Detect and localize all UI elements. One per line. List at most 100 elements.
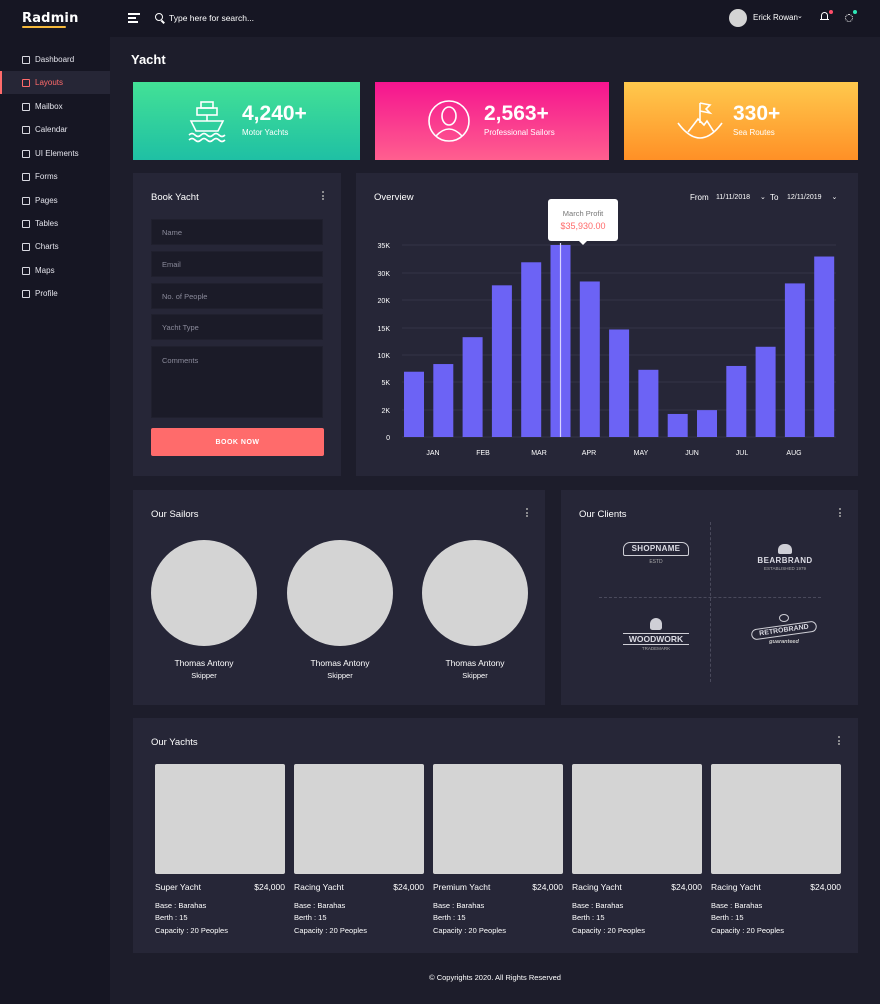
to-date-select[interactable]: 12/11/2019 ⌄ xyxy=(787,193,837,201)
x-tick-label: JAN xyxy=(426,450,439,457)
chart-bar[interactable] xyxy=(433,364,454,437)
sidebar-item-label: Dashboard xyxy=(35,55,75,64)
top-bar: Radmin Erick Rowan ⌄ xyxy=(0,0,880,37)
comments-field[interactable] xyxy=(151,346,323,418)
yacht-type-field[interactable] xyxy=(151,314,323,340)
email-field[interactable] xyxy=(151,251,323,277)
sidebar-item-layouts[interactable]: Layouts xyxy=(0,71,110,94)
clients-card: Our Clients SHOPNAME ESTD BEARBRAND ESTA… xyxy=(561,490,858,705)
logo-subtext: TRADEMARK xyxy=(641,646,671,651)
sailor-icon xyxy=(428,100,470,142)
stat-card-sea-routes: 330+ Sea Routes xyxy=(624,82,858,160)
chart-bar[interactable] xyxy=(404,371,424,437)
overview-card: Overview From 11/11/2018 ⌄ To 12/11/2019… xyxy=(356,173,858,476)
yacht-name[interactable]: Premium Yacht xyxy=(433,882,491,892)
name-field[interactable] xyxy=(151,219,323,245)
user-avatar[interactable] xyxy=(729,9,747,27)
client-logo-retrobrand[interactable]: RETROBRAND guaranteed xyxy=(750,614,818,654)
sailor-photo[interactable] xyxy=(151,540,257,646)
search-icon[interactable] xyxy=(155,13,163,21)
yacht-photo[interactable] xyxy=(294,764,424,874)
yacht-price: $24,000 xyxy=(254,882,285,892)
search-input[interactable] xyxy=(169,10,389,26)
logo-subtext: guaranteed xyxy=(769,639,799,645)
chart-bar[interactable] xyxy=(521,262,542,437)
yacht-capacity: Capacity : 20 Peoples xyxy=(572,926,645,935)
yacht-base: Base : Barahas xyxy=(155,901,207,910)
bell-icon[interactable] xyxy=(820,12,829,22)
gear-icon[interactable] xyxy=(845,14,853,22)
sailor-name[interactable]: Thomas Antony xyxy=(174,658,234,668)
chart-bar[interactable] xyxy=(697,410,717,437)
sidebar-item-maps[interactable]: Maps xyxy=(0,259,110,282)
yacht-name[interactable]: Racing Yacht xyxy=(294,882,344,892)
x-tick-label: FEB xyxy=(476,450,490,457)
brand-logo[interactable]: Radmin xyxy=(22,11,79,26)
people-field[interactable] xyxy=(151,283,323,309)
chevron-down-icon[interactable]: ⌄ xyxy=(797,13,803,20)
chart-bar[interactable] xyxy=(667,413,688,437)
chart-bar[interactable] xyxy=(638,369,659,437)
stat-value: 330+ xyxy=(733,102,781,125)
from-date-select[interactable]: 11/11/2018 ⌄ xyxy=(716,193,766,201)
logo-text: RETROBRAND xyxy=(750,620,818,641)
more-icon[interactable] xyxy=(318,191,328,202)
sidebar-item-mailbox[interactable]: Mailbox xyxy=(0,95,110,118)
client-logo-bearbrand[interactable]: BEARBRAND ESTABLISHED 1979 xyxy=(749,544,821,576)
chart-bar[interactable] xyxy=(726,365,747,437)
sidebar-item-pages[interactable]: Pages xyxy=(0,189,110,212)
sidebar-item-calendar[interactable]: Calendar xyxy=(0,118,110,141)
client-logo-shopname[interactable]: SHOPNAME ESTD xyxy=(623,542,689,576)
chart-bar[interactable] xyxy=(462,337,483,437)
sidebar-item-tables[interactable]: Tables xyxy=(0,212,110,235)
client-logo-woodwork[interactable]: WOODWORK TRADEMARK xyxy=(623,618,689,652)
chart-bar[interactable] xyxy=(609,329,630,437)
chevron-down-icon: ⌄ xyxy=(759,194,766,201)
book-now-button[interactable]: BOOK NOW xyxy=(151,428,324,456)
more-icon[interactable] xyxy=(835,508,845,519)
y-tick-label: 30K xyxy=(378,271,391,278)
chart-bar[interactable] xyxy=(755,346,776,437)
stat-label: Professional Sailors xyxy=(484,128,555,137)
yacht-capacity: Capacity : 20 Peoples xyxy=(433,926,506,935)
sailor-role: Skipper xyxy=(327,671,353,680)
more-icon[interactable] xyxy=(834,736,844,747)
sidebar-item-dashboard[interactable]: Dashboard xyxy=(0,48,110,71)
yacht-berth: Berth : 15 xyxy=(711,913,744,922)
yacht-photo[interactable] xyxy=(433,764,563,874)
chart-bar[interactable] xyxy=(814,256,835,437)
yacht-base: Base : Barahas xyxy=(294,901,346,910)
menu-toggle-icon[interactable] xyxy=(128,13,140,23)
yacht-name[interactable]: Racing Yacht xyxy=(572,882,622,892)
y-tick-label: 35K xyxy=(378,243,391,250)
yacht-photo[interactable] xyxy=(155,764,285,874)
more-icon[interactable] xyxy=(522,508,532,519)
yacht-photo[interactable] xyxy=(572,764,702,874)
stat-card-sailors: 2,563+ Professional Sailors xyxy=(375,82,609,160)
y-tick-label: 2K xyxy=(381,408,390,415)
sailor-photo[interactable] xyxy=(422,540,528,646)
logo-text: BEARBRAND xyxy=(757,556,813,565)
sailor-name[interactable]: Thomas Antony xyxy=(445,658,505,668)
yacht-berth: Berth : 15 xyxy=(155,913,188,922)
user-name[interactable]: Erick Rowan xyxy=(753,13,798,22)
sidebar-item-ui-elements[interactable]: UI Elements xyxy=(0,142,110,165)
chart-bar[interactable] xyxy=(579,281,600,437)
file-icon xyxy=(22,173,30,181)
flag-mountain-icon xyxy=(677,102,723,139)
sidebar-item-profile[interactable]: Profile xyxy=(0,282,110,305)
sidebar-item-label: Calendar xyxy=(35,125,68,134)
yacht-name[interactable]: Super Yacht xyxy=(155,882,201,892)
sailor-name[interactable]: Thomas Antony xyxy=(310,658,370,668)
yacht-photo[interactable] xyxy=(711,764,841,874)
yacht-name[interactable]: Racing Yacht xyxy=(711,882,761,892)
ship-icon xyxy=(188,101,226,143)
chart-bar[interactable] xyxy=(491,285,512,437)
sidebar-item-charts[interactable]: Charts xyxy=(0,235,110,258)
clients-divider-v xyxy=(710,522,711,682)
y-tick-label: 20K xyxy=(378,298,391,305)
chevron-down-icon: ⌄ xyxy=(831,194,838,201)
chart-bar[interactable] xyxy=(784,283,805,437)
sidebar-item-forms[interactable]: Forms xyxy=(0,165,110,188)
sailor-photo[interactable] xyxy=(287,540,393,646)
